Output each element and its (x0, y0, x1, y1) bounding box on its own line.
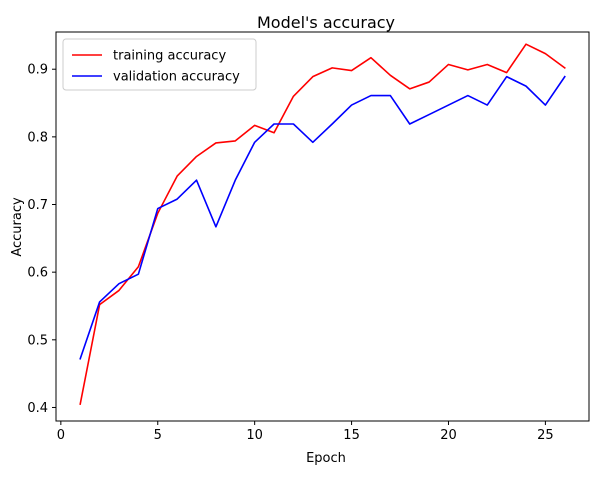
x-tick-label: 20 (440, 428, 457, 443)
chart-title: Model's accuracy (257, 13, 395, 32)
y-tick-label: 0.5 (27, 333, 48, 348)
x-tick-label: 15 (343, 428, 360, 443)
plot-area-frame (55, 31, 590, 422)
legend-entries: training accuracy validation accuracy (72, 49, 240, 85)
x-tick-label: 0 (57, 428, 65, 443)
x-axis-label: Epoch (306, 451, 346, 466)
x-tick-label: 5 (154, 428, 162, 443)
legend-label-validation: validation accuracy (113, 70, 240, 85)
y-tick-label: 0.7 (27, 198, 48, 213)
y-axis-label: Accuracy (10, 197, 25, 257)
series-line-validation (79, 75, 566, 360)
x-tick-label: 10 (246, 428, 263, 443)
legend-label-training: training accuracy (113, 49, 226, 64)
y-tick-label: 0.9 (27, 63, 48, 78)
series-layer (79, 43, 566, 406)
y-tick-label: 0.4 (27, 401, 48, 416)
y-tick-label: 0.8 (27, 130, 48, 145)
x-axis: 0 5 10 15 20 25 (57, 421, 554, 443)
y-axis: 0.4 0.5 0.6 0.7 0.8 0.9 (27, 63, 56, 416)
x-tick-label: 25 (537, 428, 554, 443)
legend-box (62, 38, 257, 91)
y-tick-label: 0.6 (27, 266, 48, 281)
legend: training accuracy validation accuracy (62, 38, 257, 91)
